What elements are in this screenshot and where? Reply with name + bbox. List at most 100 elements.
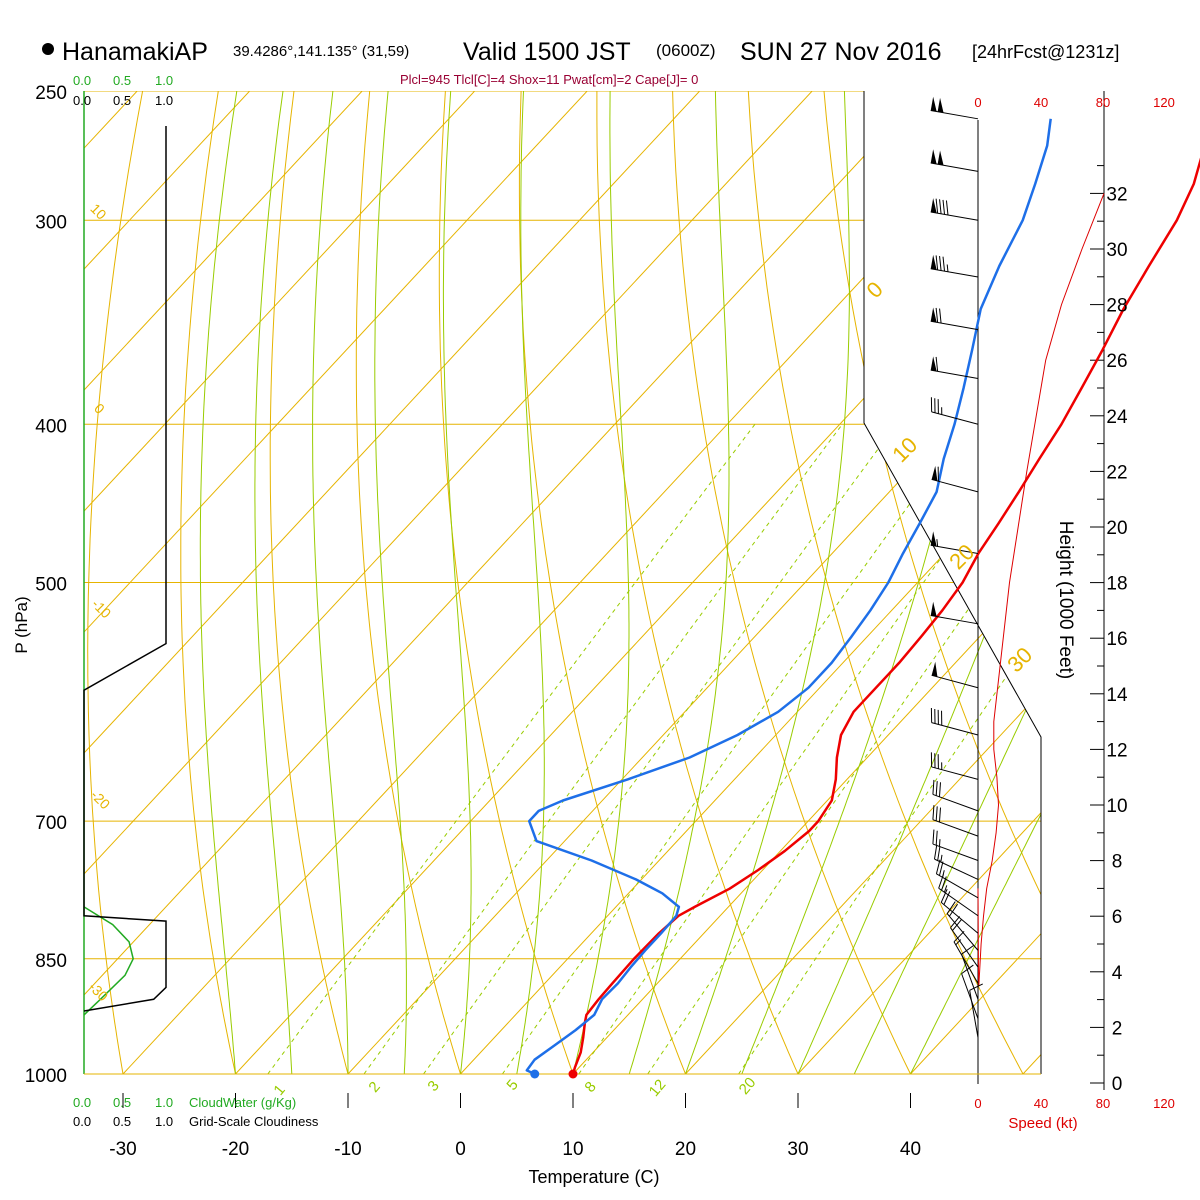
surface-dewpoint-dot	[530, 1069, 540, 1079]
dry-adiabat-line	[1100, 0, 1200, 1109]
wind-speed-trace	[977, 193, 1105, 986]
height-tick-label: 0	[1112, 1074, 1123, 1095]
cloudiness-label: Grid-Scale Cloudiness	[189, 1114, 319, 1129]
temperature-tick-label: 10	[562, 1139, 583, 1160]
surface-temperature-dot	[568, 1069, 578, 1079]
wind-barb-flag	[938, 782, 942, 797]
wind-barb-staff	[930, 211, 979, 221]
mixing-ratio-line	[501, 424, 968, 1074]
height-tick-label: 20	[1106, 518, 1127, 539]
wind-barb-pennant	[930, 356, 937, 372]
cloud-water-trace	[83, 906, 134, 1016]
moist-adiabat-line	[312, 91, 357, 1074]
isotherm-label-right: 20	[944, 539, 979, 574]
wind-barb	[961, 964, 979, 1019]
wind-barb	[930, 96, 979, 120]
mixing-ratio-label: 8	[581, 1078, 599, 1095]
mixing-ratio-label: 2	[365, 1078, 383, 1095]
dry-adiabat-line	[1027, 91, 1041, 1074]
y-axis-title: P (hPa)	[12, 596, 31, 653]
mixing-ratio-label: 5	[503, 1076, 521, 1093]
speed-scale-top-3: 120	[1153, 95, 1175, 110]
height-tick-label: 12	[1106, 740, 1127, 761]
height-tick-label: 26	[1106, 351, 1127, 372]
wind-barb-staff	[931, 478, 979, 493]
wind-barb	[930, 601, 979, 625]
wind-barb-staff	[940, 902, 979, 934]
wind-barb	[946, 901, 979, 951]
cloudiness-scale-bottom-1: 0.5	[113, 1114, 131, 1129]
wind-barb	[950, 916, 979, 968]
moist-adiabat-line	[797, 91, 1041, 1074]
stability-indices: Plcl=945 Tlcl[C]=4 Shox=11 Pwat[cm]=2 Ca…	[400, 72, 698, 87]
pressure-tick-label: 850	[35, 951, 67, 972]
isotherm-label-right: 30	[1002, 642, 1037, 677]
wind-barb-staff	[932, 819, 979, 837]
isotherm-label-right: 10	[887, 432, 922, 467]
station-bullet-icon	[42, 43, 54, 55]
height-tick-label: 22	[1106, 462, 1127, 483]
wind-barb	[932, 779, 979, 812]
wind-barb-flag	[945, 200, 949, 216]
moist-adiabat-line	[374, 91, 408, 1074]
wind-barb-flag	[935, 830, 938, 846]
temperature-tick-label: 20	[675, 1139, 696, 1160]
moist-adiabat-line	[254, 91, 310, 1074]
valid-time: Valid 1500 JST	[463, 38, 631, 66]
temperature-tick-label: -20	[222, 1139, 249, 1160]
temperature-trace	[571, 157, 1200, 1075]
wind-barb	[930, 356, 979, 380]
dry-adiabat-line	[518, 91, 701, 1074]
height-tick-label: 28	[1106, 296, 1127, 317]
moist-adiabat-line	[685, 91, 850, 1074]
cloudiness-trace	[83, 126, 167, 1012]
isotherm-line	[685, 91, 1041, 1074]
isotherm-line	[84, 91, 774, 1074]
wind-barb-flag	[952, 918, 963, 931]
isotherm-label-left: -10	[89, 596, 115, 622]
moist-adiabat-line	[741, 91, 998, 1074]
station-name: HanamakiAP	[62, 38, 208, 66]
wind-barb-flag	[935, 255, 939, 270]
moist-adiabat-line	[910, 91, 1041, 1074]
wind-barb	[930, 254, 979, 278]
wind-barb-staff	[950, 927, 979, 968]
wind-barb-flag	[939, 255, 942, 271]
wind-barb-flag	[932, 779, 935, 795]
wind-barb-flag	[961, 945, 974, 955]
dry-adiabat-line	[1171, 0, 1200, 1109]
wind-barb-staff	[932, 793, 979, 812]
pressure-tick-label: 400	[35, 416, 67, 437]
wind-barb-half-flag	[938, 839, 941, 847]
forecast-info: [24hrFcst@1231z]	[972, 42, 1119, 62]
dry-adiabat-line	[671, 91, 929, 1074]
wind-barb-pennant	[930, 307, 937, 323]
wind-barb-flag	[938, 874, 944, 889]
temperature-tick-label: 0	[455, 1139, 466, 1160]
wind-barb-flag	[935, 781, 938, 796]
wind-barb-staff	[936, 873, 979, 899]
wind-barb-flag	[935, 356, 939, 372]
wind-barb-flag	[941, 876, 947, 891]
wind-barb-flag	[935, 806, 938, 821]
wind-barb	[930, 708, 979, 736]
wind-barb-staff	[946, 913, 979, 951]
height-tick-label: 10	[1106, 796, 1127, 817]
dry-adiabat-line	[885, 91, 1041, 1074]
wind-barb-flag	[946, 901, 956, 914]
wind-barb	[953, 930, 979, 984]
wind-barb-staff	[931, 674, 979, 689]
wind-barb-pennant	[930, 149, 937, 165]
wind-barb	[931, 465, 979, 493]
moist-adiabat-line	[199, 91, 266, 1074]
dry-adiabat-line	[814, 91, 1041, 1074]
isotherm-line	[235, 91, 1041, 1074]
mixing-ratio-line	[267, 423, 756, 1074]
height-tick-label: 14	[1106, 685, 1128, 706]
wind-barb-flag	[940, 888, 948, 903]
cloudwater-scale-bottom-1: 0.5	[113, 1095, 131, 1110]
isotherm-line	[572, 91, 1041, 1074]
mixing-ratio-label: 12	[646, 1076, 670, 1100]
